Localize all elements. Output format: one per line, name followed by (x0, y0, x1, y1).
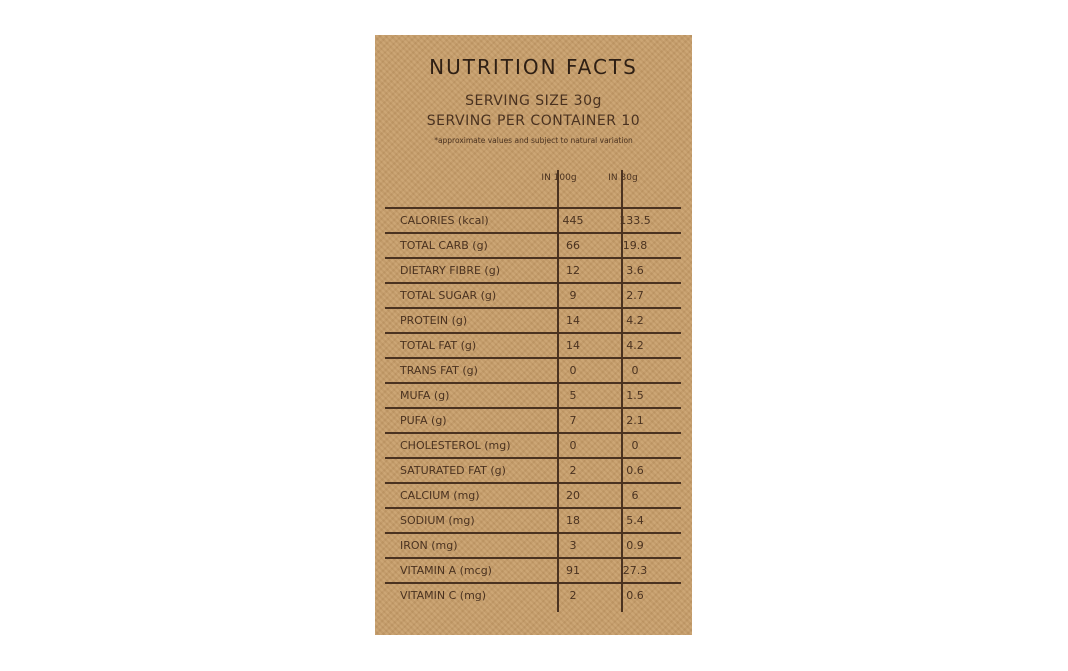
table-row: VITAMIN A (mcg) 91 27.3 (385, 557, 681, 582)
value-per-100g: 0 (569, 439, 577, 452)
value-per-100g: 66 (566, 239, 580, 252)
value-per-100g: 0 (569, 364, 577, 377)
value-per-30g: 133.5 (619, 214, 651, 227)
table-row: TOTAL SUGAR (g) 9 2.7 (385, 282, 681, 307)
table-row: CHOLESTEROL (mg) 0 0 (385, 432, 681, 457)
value-per-100g: 14 (566, 339, 580, 352)
nutrient-label: VITAMIN A (mcg) (400, 564, 492, 577)
nutrient-label: PROTEIN (g) (400, 314, 468, 327)
value-per-30g: 0.9 (626, 539, 644, 552)
table-row: PUFA (g) 7 2.1 (385, 407, 681, 432)
table-row: SATURATED FAT (g) 2 0.6 (385, 457, 681, 482)
value-per-30g: 1.5 (626, 389, 644, 402)
nutrient-label: PUFA (g) (400, 414, 447, 427)
servings-per-container: SERVING PER CONTAINER 10 (426, 113, 641, 129)
serving-size: SERVING SIZE 30g (465, 93, 602, 109)
value-per-100g: 20 (566, 489, 580, 502)
column-divider (621, 170, 623, 612)
value-per-100g: 3 (569, 539, 577, 552)
nutrient-label: CALCIUM (mg) (400, 489, 480, 502)
table-row: DIETARY FIBRE (g) 12 3.6 (385, 257, 681, 282)
nutrient-label: TRANS FAT (g) (400, 364, 478, 377)
value-per-30g: 2.7 (626, 289, 644, 302)
nutrient-label: VITAMIN C (mg) (400, 589, 487, 602)
table-row: PROTEIN (g) 14 4.2 (385, 307, 681, 332)
value-per-100g: 18 (566, 514, 580, 527)
table-row: IRON (mg) 3 0.9 (385, 532, 681, 557)
nutrient-label: DIETARY FIBRE (g) (400, 264, 500, 277)
nutrient-label: SATURATED FAT (g) (400, 464, 506, 477)
value-per-100g: 12 (566, 264, 580, 277)
column-header-100g: IN 100g (541, 173, 577, 183)
value-per-30g: 3.6 (626, 264, 644, 277)
table-row: VITAMIN C (mg) 2 0.6 (385, 582, 681, 607)
value-per-30g: 6 (631, 489, 639, 502)
nutrient-label: CALORIES (kcal) (400, 214, 489, 227)
value-per-100g: 2 (569, 589, 577, 602)
nutrient-label: MUFA (g) (400, 389, 450, 402)
value-per-100g: 5 (569, 389, 577, 402)
table-row: TRANS FAT (g) 0 0 (385, 357, 681, 382)
approximation-note: *approximate values and subject to natur… (434, 136, 633, 145)
column-divider (557, 170, 559, 612)
nutrient-label: CHOLESTEROL (mg) (400, 439, 511, 452)
table-row: TOTAL CARB (g) 66 19.8 (385, 232, 681, 257)
value-per-100g: 2 (569, 464, 577, 477)
value-per-30g: 19.8 (622, 239, 648, 252)
value-per-100g: 9 (569, 289, 577, 302)
value-per-100g: 7 (569, 414, 577, 427)
nutrient-label: SODIUM (mg) (400, 514, 475, 527)
value-per-30g: 4.2 (626, 314, 644, 327)
value-per-30g: 5.4 (626, 514, 644, 527)
nutrient-label: TOTAL FAT (g) (400, 339, 477, 352)
nutrient-label: TOTAL SUGAR (g) (400, 289, 497, 302)
value-per-30g: 27.3 (622, 564, 648, 577)
table-row: MUFA (g) 5 1.5 (385, 382, 681, 407)
value-per-100g: 445 (562, 214, 584, 227)
value-per-30g: 4.2 (626, 339, 644, 352)
table-row: SODIUM (mg) 18 5.4 (385, 507, 681, 532)
value-per-100g: 91 (566, 564, 580, 577)
column-header-30g: IN 30g (608, 173, 638, 183)
nutrition-label: NUTRITION FACTS SERVING SIZE 30g SERVING… (375, 35, 692, 635)
value-per-30g: 0 (631, 439, 639, 452)
value-per-30g: 2.1 (626, 414, 644, 427)
value-per-30g: 0.6 (626, 464, 644, 477)
value-per-30g: 0.6 (626, 589, 644, 602)
table-row: CALCIUM (mg) 20 6 (385, 482, 681, 507)
table-row: CALORIES (kcal) 445 133.5 (385, 207, 681, 232)
table-row: TOTAL FAT (g) 14 4.2 (385, 332, 681, 357)
nutrient-label: IRON (mg) (400, 539, 458, 552)
value-per-30g: 0 (631, 364, 639, 377)
label-title: NUTRITION FACTS (429, 55, 638, 79)
value-per-100g: 14 (566, 314, 580, 327)
nutrient-label: TOTAL CARB (g) (400, 239, 488, 252)
